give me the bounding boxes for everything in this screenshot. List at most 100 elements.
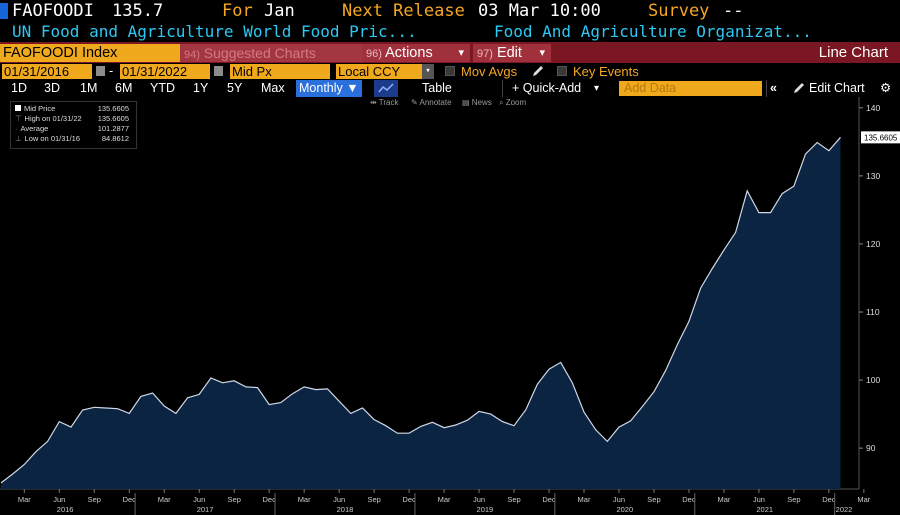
range-button-ytd[interactable]: YTD	[150, 81, 175, 95]
range-button-1m[interactable]: 1M	[80, 81, 98, 95]
last-value-label: 135.6605	[864, 133, 898, 142]
x-tick-label: Dec	[822, 495, 836, 504]
pencil-icon[interactable]	[531, 65, 545, 78]
price-chart[interactable]: 90 100 110 120 130 140 135.6605 Mar Jun Sep Dec Mar…	[0, 97, 900, 515]
pencil-icon[interactable]	[792, 82, 805, 95]
year-label: 2022	[836, 505, 853, 514]
edit-menu-button[interactable]: 97) Edit ▾	[473, 44, 551, 62]
range-button-3d[interactable]: 3D	[44, 81, 60, 95]
x-tick-label: Dec	[123, 495, 137, 504]
security-description-row: UN Food and Agriculture World Food Pric.…	[0, 22, 900, 42]
chevron-down-icon: ▾	[594, 83, 600, 94]
price-line	[0, 136, 841, 484]
legend-label: High on 01/31/22	[24, 114, 82, 123]
next-release-value: 03 Mar 10:00	[478, 1, 601, 21]
x-tick-label: Mar	[298, 495, 311, 504]
legend-label: Mid Price	[24, 104, 56, 113]
key-events-checkbox[interactable]	[557, 66, 567, 76]
frequency-select[interactable]: Monthly ▼	[296, 80, 362, 97]
x-tick-label: Dec	[542, 495, 556, 504]
x-tick-label: Mar	[18, 495, 31, 504]
range-button-1d[interactable]: 1D	[11, 81, 27, 95]
x-tick-label: Jun	[333, 495, 345, 504]
last-value-tag	[861, 131, 900, 144]
year-label: 2018	[337, 505, 354, 514]
range-button-5y[interactable]: 5Y	[227, 81, 243, 95]
start-date-field[interactable]: 01/31/2016	[2, 64, 92, 79]
for-label: For	[222, 1, 253, 21]
x-tick-label: Dec	[402, 495, 416, 504]
mov-avgs-checkbox[interactable]	[445, 66, 455, 76]
legend-row-average: · Average 101.2877	[15, 124, 133, 133]
security-source: Food And Agriculture Organizat...	[494, 22, 812, 41]
table-button[interactable]: Table	[422, 81, 452, 95]
for-value: Jan	[264, 1, 295, 21]
x-tick-label: Jun	[473, 495, 485, 504]
track-tool[interactable]: ⇹ Track	[370, 98, 399, 107]
chevron-down-icon: ▾	[458, 47, 464, 59]
zoom-tool[interactable]: ⌕ Zoom	[499, 98, 527, 107]
chart-area[interactable]: 90 100 110 120 130 140 135.6605 Mar Jun Sep Dec Mar…	[0, 97, 900, 515]
high-marker-icon: ⊤	[15, 114, 22, 123]
chart-type-label[interactable]: Line Chart	[818, 44, 888, 61]
add-data-input[interactable]: Add Data	[619, 81, 762, 96]
y-tick-label: 130	[866, 171, 880, 181]
x-tick-label: Sep	[228, 495, 241, 504]
quick-add-button[interactable]: + Quick-Add	[512, 81, 582, 95]
range-button-max[interactable]: Max	[261, 81, 285, 95]
actions-menu-button[interactable]: 96) Actions ▾	[362, 44, 470, 62]
legend-row-low: ⊥ Low on 01/31/16 84.8612	[15, 134, 133, 143]
toolbar-divider	[766, 80, 767, 97]
low-marker-icon: ⊥	[15, 134, 22, 143]
x-tick-label: Dec	[263, 495, 277, 504]
security-marker	[0, 3, 8, 19]
x-tick-label: Mar	[857, 495, 870, 504]
legend-row-mid-price: Mid Price 135.6605	[15, 104, 133, 113]
calendar-icon[interactable]	[214, 66, 223, 76]
series-swatch	[15, 105, 21, 111]
chart-controls: 01/31/2016 - 01/31/2022 Mid Px Local CCY…	[0, 63, 900, 80]
annotate-label: Annotate	[419, 98, 452, 107]
calendar-icon[interactable]	[96, 66, 105, 76]
edit-number: 97)	[477, 48, 493, 60]
year-label: 2020	[616, 505, 633, 514]
year-label: 2019	[477, 505, 494, 514]
average-marker-icon: ·	[15, 124, 18, 133]
range-button-6m[interactable]: 6M	[115, 81, 133, 95]
collapse-icon[interactable]: «	[770, 81, 777, 95]
end-date-field[interactable]: 01/31/2022	[120, 64, 210, 79]
range-button-1y[interactable]: 1Y	[193, 81, 209, 95]
x-tick-label: Jun	[193, 495, 205, 504]
chart-toolbar: FAOFOODI Index 94) Suggested Charts 96) …	[0, 42, 900, 63]
x-tick-label: Sep	[787, 495, 800, 504]
y-tick-label: 140	[866, 103, 880, 113]
legend-value: 84.8612	[101, 134, 129, 143]
y-axis-strip	[859, 97, 900, 515]
date-separator: -	[109, 64, 114, 78]
last-price: 135.7	[112, 1, 164, 21]
ticker-field[interactable]: FAOFOODI Index	[0, 44, 181, 62]
ticker-symbol[interactable]: FAOFOODI	[12, 1, 94, 21]
news-label: News	[471, 98, 492, 107]
line-chart-icon[interactable]	[374, 80, 398, 97]
gear-icon[interactable]: ⚙	[880, 81, 892, 95]
x-tick-label: Mar	[717, 495, 730, 504]
edit-chart-button[interactable]: Edit Chart	[809, 81, 865, 95]
year-label: 2016	[57, 505, 74, 514]
survey-value: --	[723, 1, 744, 21]
price-field-select[interactable]: Mid Px	[230, 64, 330, 79]
actions-number: 96)	[366, 48, 382, 60]
legend-label: Low on 01/31/16	[24, 134, 81, 143]
security-header: FAOFOODI 135.7 For Jan Next Release 03 M…	[0, 0, 900, 22]
toolbar-divider	[502, 80, 503, 97]
chevron-down-icon[interactable]: ▾	[422, 64, 434, 79]
news-tool[interactable]: ▤ News	[462, 98, 492, 107]
x-tick-label: Sep	[647, 495, 660, 504]
survey-label: Survey	[648, 1, 710, 21]
suggested-charts-button[interactable]: 94) Suggested Charts	[180, 44, 362, 62]
zoom-label: Zoom	[505, 98, 527, 107]
x-tick-label: Jun	[753, 495, 765, 504]
annotate-tool[interactable]: ✎ Annotate	[411, 98, 452, 107]
legend-label: Average	[20, 124, 49, 133]
currency-select[interactable]: Local CCY	[336, 64, 422, 79]
